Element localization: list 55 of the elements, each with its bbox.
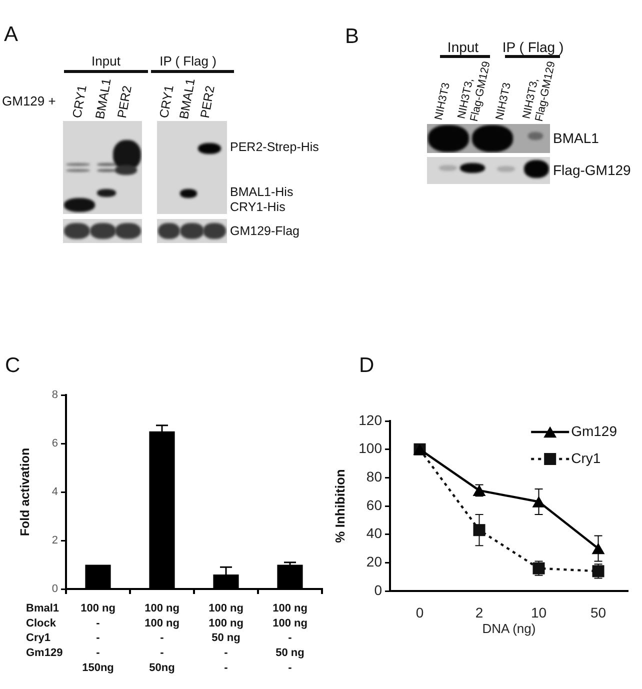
x-tick-label: 100 ng - - - 150ng [80, 602, 116, 674]
text: IP ( Flag ) [160, 54, 216, 70]
y-tick-label: 100 [358, 440, 382, 456]
point [473, 524, 486, 536]
y-tick-label: 60 [366, 496, 382, 513]
y-axis-title: Fold activation [18, 448, 32, 536]
text: B [345, 25, 360, 48]
text: CRY1 [156, 84, 177, 120]
text: NIH3T3 [432, 82, 454, 122]
legend-label: Cry1 [571, 450, 601, 466]
y-tick-label: 0 [52, 583, 58, 596]
text: BMAL1-His [230, 184, 294, 200]
x-axis-title: DNA (ng) [482, 620, 536, 636]
text: Input [92, 54, 120, 70]
text: PER2 [114, 84, 135, 120]
y-tick-label: 6 [52, 438, 58, 450]
text: PER2-Strep-His [230, 140, 319, 154]
y-tick-label: 2 [52, 534, 58, 547]
y-tick-label: 120 [358, 412, 382, 428]
y-axis-title: % Inhibition [332, 469, 348, 543]
text: Bmal1 [26, 602, 60, 614]
text: BMAL1 [176, 77, 198, 120]
y-tick-label: 20 [366, 554, 382, 570]
x-tick-label: 0 [416, 604, 424, 620]
y-tick-label: 40 [366, 525, 382, 542]
text: CRY1 [70, 84, 90, 120]
text: GM129 + [2, 94, 56, 110]
point [592, 542, 605, 554]
text: Clock [26, 617, 57, 630]
x-tick-label: 10 [530, 604, 547, 620]
text: CRY1-His [230, 200, 286, 214]
text: Cry1 [26, 632, 50, 644]
y-tick-label: 8 [52, 389, 58, 402]
chart-title: D [359, 354, 374, 377]
text: GM129-Flag [230, 224, 300, 238]
chart-title: C [5, 354, 20, 377]
point [532, 496, 546, 508]
x-tick-label: 2 [475, 604, 484, 620]
y-tick-label: 0 [374, 582, 382, 598]
x-tick-label: 100 ng 100 ng - - 50ng [144, 602, 180, 674]
text: IP ( Flag ) [502, 38, 564, 56]
legend-label: Gm129 [571, 422, 618, 439]
text: A [4, 23, 18, 46]
y-tick-label: 4 [52, 486, 58, 498]
text: Flag-GM129 [553, 162, 631, 178]
text: BMAL1 [92, 77, 114, 120]
text: Input [447, 38, 479, 56]
text: Gm129 [26, 647, 63, 660]
text: PER2 [198, 84, 218, 120]
x-tick-label: 50 [590, 604, 606, 620]
x-tick-label: 100 ng 100 ng - 50 ng - [272, 602, 308, 674]
text: NIH3T3 [494, 82, 514, 122]
x-tick-label: 100 ng 100 ng 50 ng - - [208, 602, 244, 674]
y-tick-label: 80 [366, 468, 382, 485]
text: BMAL1 [553, 130, 599, 146]
